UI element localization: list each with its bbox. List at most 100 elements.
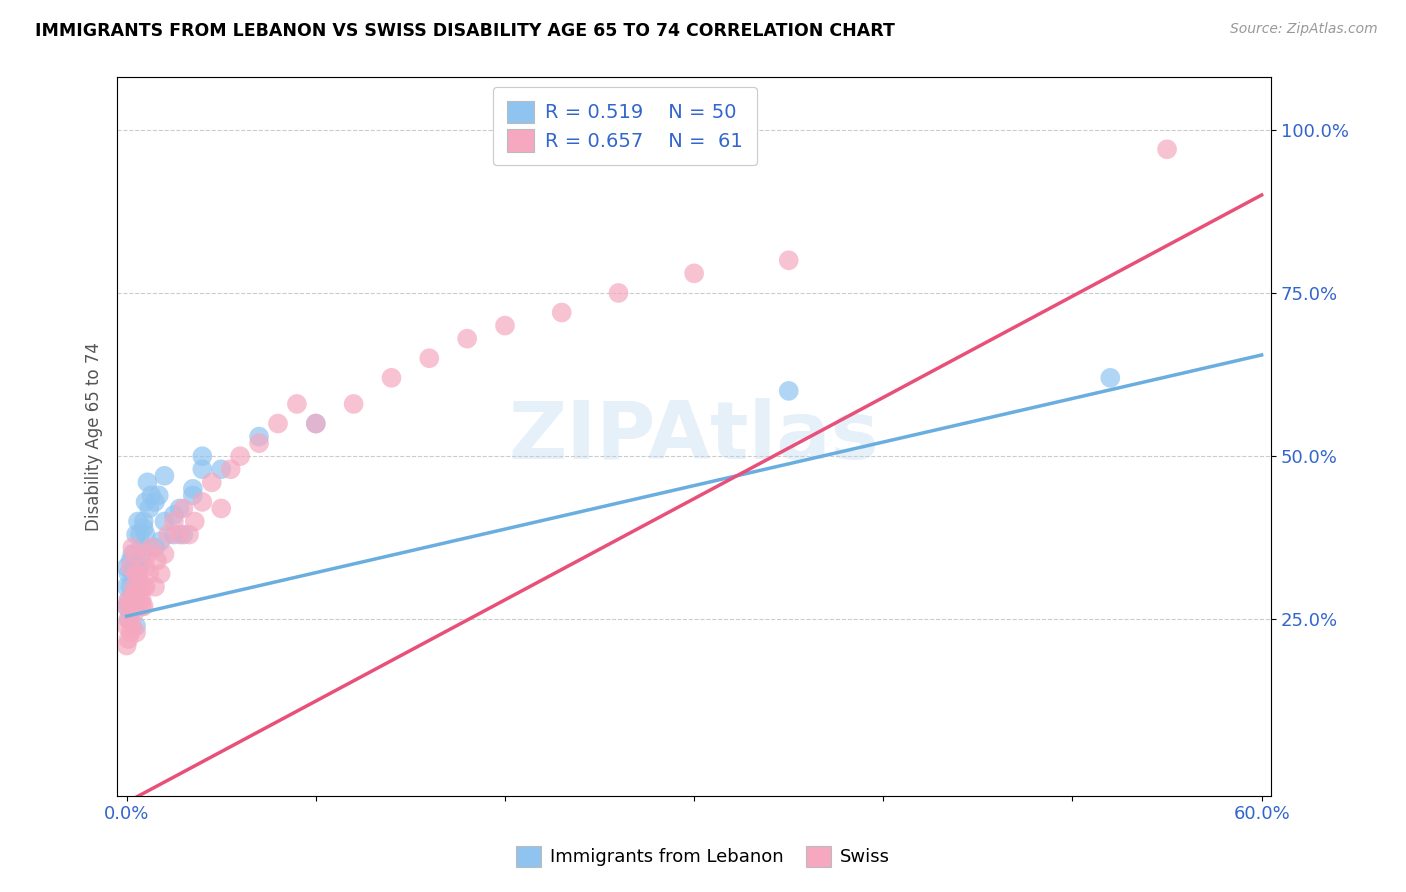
Point	[184, 515, 207, 529]
Point	[247, 429, 270, 443]
Point	[267, 417, 290, 431]
Point	[153, 547, 176, 561]
Point	[125, 586, 148, 600]
Point	[120, 599, 142, 614]
Point	[120, 554, 142, 568]
Point	[122, 606, 145, 620]
Point	[128, 592, 150, 607]
Point	[191, 449, 214, 463]
Point	[128, 580, 150, 594]
Point	[125, 560, 148, 574]
Point	[143, 580, 166, 594]
Point	[683, 266, 706, 280]
Text: ZIPAtlas: ZIPAtlas	[509, 398, 880, 475]
Point	[135, 527, 157, 541]
Legend: R = 0.519    N = 50, R = 0.657    N =  61: R = 0.519 N = 50, R = 0.657 N = 61	[494, 87, 756, 165]
Point	[127, 566, 149, 581]
Point	[778, 253, 800, 268]
Point	[169, 527, 191, 541]
Point	[132, 580, 155, 594]
Point	[191, 462, 214, 476]
Point	[121, 599, 143, 614]
Point	[141, 488, 163, 502]
Point	[131, 541, 153, 555]
Point	[191, 495, 214, 509]
Point	[115, 619, 138, 633]
Point	[607, 285, 630, 300]
Point	[121, 547, 143, 561]
Legend: Immigrants from Lebanon, Swiss: Immigrants from Lebanon, Swiss	[509, 838, 897, 874]
Point	[120, 606, 142, 620]
Point	[121, 619, 143, 633]
Point	[181, 482, 204, 496]
Point	[127, 574, 149, 588]
Point	[117, 592, 139, 607]
Point	[136, 475, 159, 490]
Point	[128, 527, 150, 541]
Point	[128, 560, 150, 574]
Point	[132, 599, 155, 614]
Point	[149, 534, 172, 549]
Point	[148, 488, 170, 502]
Point	[136, 547, 159, 561]
Point	[1099, 371, 1122, 385]
Point	[115, 639, 138, 653]
Point	[343, 397, 366, 411]
Point	[125, 625, 148, 640]
Point	[153, 468, 176, 483]
Point	[131, 592, 153, 607]
Point	[115, 599, 138, 614]
Point	[120, 580, 142, 594]
Point	[169, 501, 191, 516]
Point	[131, 599, 153, 614]
Point	[115, 560, 138, 574]
Point	[172, 501, 194, 516]
Point	[127, 599, 149, 614]
Point	[172, 527, 194, 541]
Point	[141, 541, 163, 555]
Point	[181, 488, 204, 502]
Point	[122, 560, 145, 574]
Point	[122, 547, 145, 561]
Point	[143, 495, 166, 509]
Point	[201, 475, 224, 490]
Point	[209, 501, 232, 516]
Point	[285, 397, 308, 411]
Point	[153, 515, 176, 529]
Point	[305, 417, 328, 431]
Point	[418, 351, 440, 366]
Point	[121, 566, 143, 581]
Point	[163, 527, 186, 541]
Point	[125, 586, 148, 600]
Point	[125, 527, 148, 541]
Point	[494, 318, 516, 333]
Point	[146, 554, 169, 568]
Point	[117, 592, 139, 607]
Point	[131, 547, 153, 561]
Text: Source: ZipAtlas.com: Source: ZipAtlas.com	[1230, 22, 1378, 37]
Point	[209, 462, 232, 476]
Point	[380, 371, 402, 385]
Point	[1156, 142, 1178, 156]
Point	[117, 632, 139, 646]
Point	[120, 560, 142, 574]
Point	[117, 612, 139, 626]
Point	[135, 495, 157, 509]
Point	[219, 462, 242, 476]
Text: IMMIGRANTS FROM LEBANON VS SWISS DISABILITY AGE 65 TO 74 CORRELATION CHART: IMMIGRANTS FROM LEBANON VS SWISS DISABIL…	[35, 22, 896, 40]
Point	[247, 436, 270, 450]
Point	[157, 527, 180, 541]
Point	[125, 566, 148, 581]
Point	[143, 541, 166, 555]
Point	[120, 625, 142, 640]
Point	[115, 580, 138, 594]
Point	[138, 566, 160, 581]
Point	[115, 599, 138, 614]
Point	[117, 566, 139, 581]
Point	[121, 541, 143, 555]
Point	[149, 566, 172, 581]
Point	[122, 580, 145, 594]
Point	[163, 515, 186, 529]
Point	[163, 508, 186, 522]
Y-axis label: Disability Age 65 to 74: Disability Age 65 to 74	[86, 343, 103, 531]
